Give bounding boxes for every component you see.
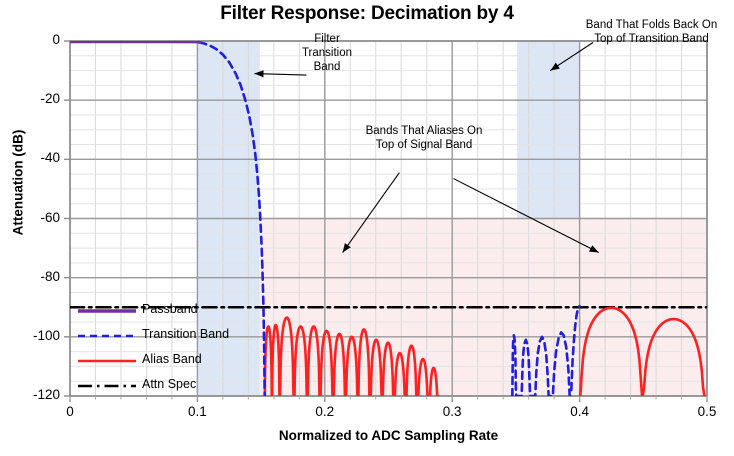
x-tick-label: 0.3 (442, 404, 462, 419)
y-tick-label: -100 (32, 327, 60, 343)
annotation-bands-that-aliases: Bands That Aliases On Top of Signal Band (365, 125, 483, 152)
series-alias-band-lobe-1 (270, 323, 281, 396)
series-transition-band-2 (570, 304, 581, 392)
series-alias-band-lobe-3 (292, 325, 309, 396)
x-axis-title: Normalized to ADC Sampling Rate (278, 428, 499, 443)
annotation-band-that-folds-back: Band That Folds Back On Top of Transitio… (585, 19, 718, 46)
series-alias-band-lobe-9 (369, 338, 384, 396)
series-alias-band-lobe-11 (392, 351, 407, 396)
series-alias-band-lobe-8 (356, 328, 371, 396)
series-alias-band-lobe-0 (263, 325, 274, 396)
legend-label-passband: Passband (142, 302, 198, 316)
legend-label-attn-spec: Attn Spec (142, 377, 197, 391)
series-alias-band-lobe-2 (278, 316, 295, 396)
x-tick-label: 0.5 (697, 404, 717, 419)
y-tick-label: -20 (40, 91, 60, 107)
x-tick-label: 0.4 (570, 404, 589, 419)
chart-title: Filter Response: Decimation by 4 (220, 3, 514, 24)
y-axis-title: Attenuation (dB) (10, 129, 26, 236)
arrow-folds-back-head (550, 62, 560, 71)
series-transition-band-0 (198, 41, 266, 396)
series-alias-band-lobe-4 (306, 325, 321, 396)
series-alias-band-lobe-13 (416, 357, 430, 396)
series-alias-band-rlobe-0 (578, 306, 644, 396)
y-tick-label: -40 (40, 150, 60, 166)
series-alias-band-lobe-5 (319, 329, 334, 396)
y-tick-label: -120 (32, 387, 60, 402)
legend-label-alias-band: Alias Band (142, 352, 202, 366)
series-transition-band-1 (511, 331, 572, 396)
y-tick-label: -80 (40, 268, 60, 284)
y-tick-label: 0 (52, 32, 60, 47)
arrow-aliases-left-head (342, 243, 351, 253)
series-passband (70, 41, 202, 44)
y-tick-label: -60 (40, 209, 60, 225)
arrow-aliases-right-head (589, 245, 599, 253)
series-alias-band-lobe-12 (404, 344, 419, 396)
series-alias-band-lobe-7 (344, 335, 359, 396)
x-tick-label: 0 (66, 404, 74, 419)
series-alias-band-lobe-14 (427, 366, 440, 396)
annotation-filter-transition-band: Filter Transition Band (301, 33, 353, 74)
series-alias-band-lobe-6 (332, 332, 347, 396)
series-alias-band-rlobe-1 (641, 317, 706, 396)
arrow-filter-transition-head (254, 70, 264, 78)
legend-label-transition-band: Transition Band (142, 327, 230, 341)
arrow-aliases-right-line (453, 178, 599, 254)
x-tick-label: 0.2 (315, 404, 335, 419)
arrow-aliases-left-line (342, 172, 400, 253)
x-tick-label: 0.1 (188, 404, 207, 419)
series-alias-band-lobe-10 (381, 341, 395, 396)
